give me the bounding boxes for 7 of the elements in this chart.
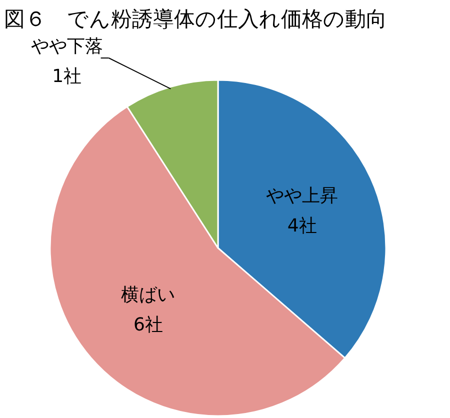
data-label: 6社: [133, 314, 163, 336]
chart-title: 図６ でん粉誘導体の仕入れ価格の動向: [4, 7, 387, 31]
data-label: 4社: [287, 216, 317, 237]
slice-label: 横ばい: [121, 284, 176, 306]
slice-label: やや上昇: [266, 186, 338, 207]
slice-label: やや下落: [30, 36, 103, 57]
data-label: 1社: [52, 66, 82, 87]
